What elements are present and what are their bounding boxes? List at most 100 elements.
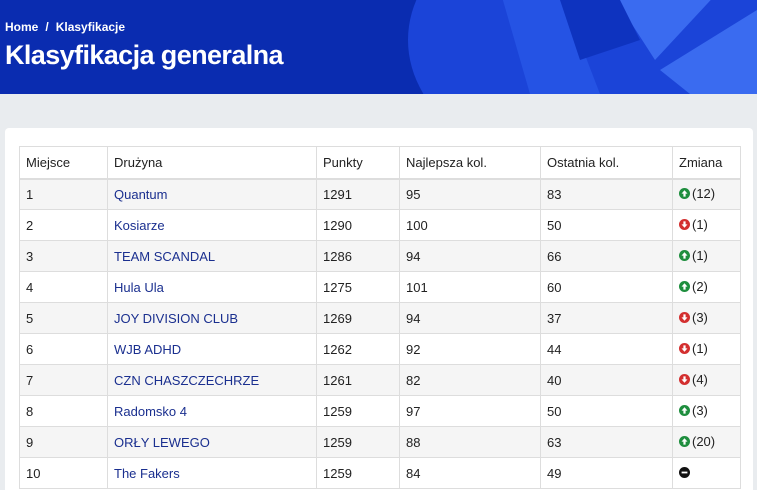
cell-points: 1262 [316,333,400,365]
arrow-down-circle-icon [679,374,690,385]
change-value: (4) [692,372,708,387]
cell-place: 2 [19,209,108,241]
cell-place: 5 [19,302,108,334]
cell-change: (1) [672,333,741,365]
change-value: (2) [692,279,708,294]
change-value: (3) [692,310,708,325]
cell-points: 1275 [316,271,400,303]
cell-team: JOY DIVISION CLUB [107,302,317,334]
cell-change: (3) [672,302,741,334]
cell-best-round: 101 [399,271,541,303]
cell-place: 6 [19,333,108,365]
table-row: 2 Kosiarze 1290 100 50 (1) [19,209,741,241]
header-last-round[interactable]: Ostatnia kol. [540,146,673,180]
change-value: (1) [692,341,708,356]
cell-best-round: 82 [399,364,541,396]
arrow-up-circle-icon [679,250,690,261]
team-link[interactable]: TEAM SCANDAL [114,248,216,264]
header-points[interactable]: Punkty [316,146,400,180]
breadcrumb-home[interactable]: Home [5,20,39,34]
cell-change: (4) [672,364,741,396]
team-link[interactable]: JOY DIVISION CLUB [114,310,239,326]
cell-points: 1291 [316,178,400,210]
team-link[interactable]: Quantum [114,186,168,202]
cell-last-round: 50 [540,395,673,427]
breadcrumb-separator: / [45,20,49,34]
cell-points: 1286 [316,240,400,272]
cell-points: 1290 [316,209,400,241]
cell-team: Radomsko 4 [107,395,317,427]
cell-team: Kosiarze [107,209,317,241]
arrow-up-circle-icon [679,436,690,447]
cell-points: 1269 [316,302,400,334]
team-link[interactable]: CZN CHASZCZECHRZE [114,372,260,388]
table-header-row: Miejsce Drużyna Punkty Najlepsza kol. Os… [19,146,741,180]
cell-team: Quantum [107,178,317,210]
arrow-up-circle-icon [679,188,690,200]
cell-last-round: 63 [540,426,673,458]
cell-team: TEAM SCANDAL [107,240,317,272]
header-place[interactable]: Miejsce [19,146,108,180]
page-title: Klasyfikacja generalna [5,40,284,70]
cell-team: Hula Ula [107,271,317,303]
cell-best-round: 92 [399,333,541,365]
cell-best-round: 84 [399,457,541,489]
cell-change: (3) [672,395,741,427]
table-row: 3 TEAM SCANDAL 1286 94 66 (1) [19,240,741,272]
team-link[interactable]: Radomsko 4 [114,403,187,419]
table-row: 9 ORŁY LEWEGO 1259 88 63 (20) [19,426,741,458]
cell-team: WJB ADHD [107,333,317,365]
arrow-up-circle-icon [679,281,690,292]
change-value: (3) [692,403,708,418]
arrow-down-circle-icon [679,219,690,230]
cell-last-round: 49 [540,457,673,489]
team-link[interactable]: Kosiarze [114,217,165,233]
cell-last-round: 60 [540,271,673,303]
cell-last-round: 83 [540,178,673,210]
team-link[interactable]: Hula Ula [114,279,164,295]
page-header: Home / Klasyfikacje Klasyfikacja generalna [0,0,757,94]
team-link[interactable]: ORŁY LEWEGO [114,434,210,450]
cell-points: 1259 [316,395,400,427]
cell-last-round: 40 [540,364,673,396]
table-row: 5 JOY DIVISION CLUB 1269 94 37 (3) [19,302,741,334]
table-row: 10 The Fakers 1259 84 49 [19,457,741,489]
cell-change: (1) [672,240,741,272]
cell-place: 9 [19,426,108,458]
cell-place: 7 [19,364,108,396]
standings-card: Miejsce Drużyna Punkty Najlepsza kol. Os… [5,128,753,490]
cell-change [672,457,741,489]
cell-last-round: 44 [540,333,673,365]
cell-best-round: 97 [399,395,541,427]
cell-team: CZN CHASZCZECHRZE [107,364,317,396]
change-value: (1) [692,217,708,232]
cell-last-round: 50 [540,209,673,241]
cell-change: (12) [672,178,741,210]
header-best-round[interactable]: Najlepsza kol. [399,146,541,180]
header-change[interactable]: Zmiana [672,146,741,180]
cell-team: ORŁY LEWEGO [107,426,317,458]
table-row: 1 Quantum 1291 95 83 (12) [19,178,741,210]
team-link[interactable]: WJB ADHD [114,341,182,357]
table-row: 7 CZN CHASZCZECHRZE 1261 82 40 (4) [19,364,741,396]
cell-best-round: 94 [399,302,541,334]
cell-place: 4 [19,271,108,303]
arrow-up-circle-icon [679,405,690,416]
change-value: (1) [692,248,708,263]
arrow-down-circle-icon [679,343,690,354]
arrow-down-circle-icon [679,312,690,323]
change-value: (12) [692,186,716,202]
table-row: 4 Hula Ula 1275 101 60 (2) [19,271,741,303]
cell-change: (1) [672,209,741,241]
team-link[interactable]: The Fakers [114,465,180,481]
cell-points: 1259 [316,426,400,458]
breadcrumb: Home / Klasyfikacje [5,20,125,34]
breadcrumb-current: Klasyfikacje [55,20,126,34]
cell-last-round: 37 [540,302,673,334]
cell-place: 1 [19,178,108,210]
table-row: 6 WJB ADHD 1262 92 44 (1) [19,333,741,365]
standings-table: Miejsce Drużyna Punkty Najlepsza kol. Os… [19,146,741,489]
cell-best-round: 94 [399,240,541,272]
header-team[interactable]: Drużyna [107,146,317,180]
cell-best-round: 88 [399,426,541,458]
